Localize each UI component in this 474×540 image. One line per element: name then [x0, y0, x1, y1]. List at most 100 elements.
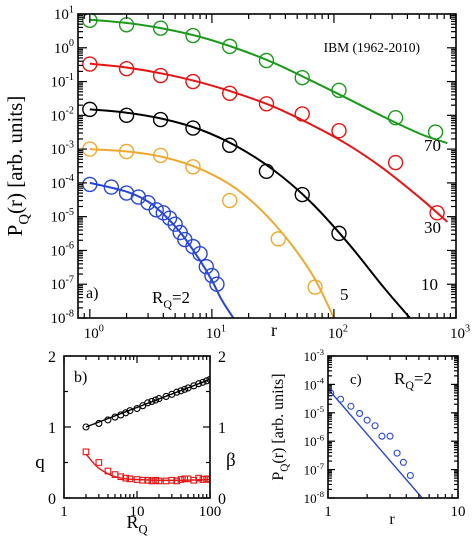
y-axis-label-c: PQ(r) [arb. units] [270, 373, 291, 480]
series-a-4 [82, 176, 235, 318]
annotation-rq2-c: RQ=2 [394, 369, 432, 392]
series-label-a-1: 30 [424, 218, 441, 237]
data-point-a-3 [152, 147, 169, 164]
x-tick-label-b: 1 [60, 504, 68, 520]
data-point-a-3 [222, 192, 238, 209]
x-tick-label-c: 10 [451, 504, 466, 520]
data-point-b-1 [177, 476, 185, 483]
data-point-a-2 [294, 186, 310, 203]
y-tick-label-a: 10-5 [51, 207, 75, 226]
data-point-a-4 [130, 189, 147, 205]
y-tick-label-c: 10-6 [304, 432, 325, 449]
series-label-a-3: 5 [340, 285, 349, 304]
y2-tick-label-b: 0 [218, 491, 226, 508]
data-point-b-1 [117, 473, 125, 481]
data-point-b-1 [144, 476, 152, 484]
series-a-2 [82, 101, 411, 318]
data-point-b-0 [173, 388, 181, 396]
fit-line-b-0 [85, 378, 210, 428]
data-point-c [371, 422, 379, 430]
x-tick-label-c: 1 [324, 504, 332, 520]
data-point-a-4 [167, 216, 183, 232]
data-point-a-3 [185, 159, 201, 175]
plot-area-a [82, 14, 449, 318]
y-tick-label-c: 10-4 [304, 376, 325, 393]
panel-a: 100 101 102 103 10-8 10-7 10-6 10-5 10-4 10-3 10-2… [3, 4, 470, 342]
data-point-a-1 [429, 205, 445, 221]
y-tick-label-a: 10-3 [51, 139, 75, 158]
data-point-b-1 [199, 476, 207, 483]
data-point-b-0 [144, 399, 152, 407]
data-point-a-0 [427, 124, 444, 140]
y-tick-label-a: 10-8 [51, 308, 75, 327]
data-point-b-0 [177, 387, 185, 395]
y-tick-label-a: 101 [54, 4, 74, 23]
data-point-a-4 [103, 179, 120, 195]
data-point-a-2 [222, 137, 238, 153]
series-label-a-0: 70 [424, 136, 441, 155]
data-point-a-4 [209, 276, 225, 292]
data-point-c [386, 432, 394, 440]
data-point-b-1 [82, 448, 90, 456]
y-tick-label-a: 10-6 [51, 241, 75, 260]
data-point-a-4 [118, 185, 135, 201]
data-point-b-0 [155, 395, 163, 403]
data-point-a-2 [258, 163, 275, 180]
fit-line-a-3 [89, 148, 335, 318]
series-c-0 [328, 388, 423, 498]
x-tick-label-a: 103 [450, 323, 470, 342]
data-point-a-1 [222, 85, 238, 101]
series-b-0 [82, 375, 210, 431]
data-point-b-1 [190, 476, 198, 484]
data-point-c [347, 402, 355, 410]
annotation-ibm: IBM (1962-2010) [324, 40, 420, 55]
data-point-b-1 [195, 474, 203, 482]
x-tick-label-b: 100 [199, 504, 222, 520]
data-point-a-2 [82, 101, 98, 118]
data-point-a-4 [204, 267, 220, 284]
data-point-a-4 [192, 246, 208, 262]
data-point-a-0 [258, 52, 275, 69]
x-tick-label-b: 10 [130, 504, 145, 520]
data-point-a-1 [258, 96, 275, 112]
data-point-a-1 [118, 61, 135, 77]
data-point-b-1 [104, 467, 112, 475]
y-axis-label-right-b: β [226, 450, 236, 471]
data-point-a-2 [331, 225, 347, 242]
data-point-b-0 [126, 407, 134, 415]
data-point-a-4 [148, 202, 164, 218]
data-point-a-1 [387, 154, 404, 171]
y-tick-label-c: 10-5 [304, 404, 325, 421]
y-tick-label-a: 10-1 [51, 72, 75, 91]
data-point-a-4 [198, 259, 215, 275]
data-point-b-0 [104, 416, 112, 424]
y-tick-label-c: 10-8 [304, 489, 325, 506]
y-tick-label-b: 2 [48, 349, 56, 366]
data-point-a-3 [118, 143, 135, 160]
panel-label-b: b) [74, 369, 87, 386]
x-tick-label-a: 101 [206, 323, 226, 342]
series-label-a-4: RQ=2 [152, 288, 190, 311]
data-point-a-0 [294, 70, 310, 86]
x-axis-label-b: RQ [126, 512, 147, 536]
data-point-b-0 [148, 397, 156, 405]
data-point-c [406, 471, 414, 480]
data-point-b-1 [122, 474, 130, 482]
x-tick-label-a: 102 [328, 323, 348, 342]
data-point-b-0 [206, 375, 210, 383]
data-point-c [356, 409, 364, 417]
data-point-b-1 [173, 477, 181, 485]
data-point-b-0 [181, 385, 189, 393]
series-a-3 [82, 141, 335, 318]
panel-label-c: c) [350, 372, 362, 388]
data-point-a-0 [118, 17, 135, 33]
y-axis-label-left-b: q [35, 452, 45, 473]
data-point-a-1 [82, 56, 98, 72]
fit-line-a-4 [89, 181, 235, 318]
data-point-a-0 [185, 27, 201, 44]
data-point-c [378, 432, 386, 440]
y-tick-label-c: 10-7 [304, 461, 325, 478]
data-point-b-1 [148, 477, 156, 485]
